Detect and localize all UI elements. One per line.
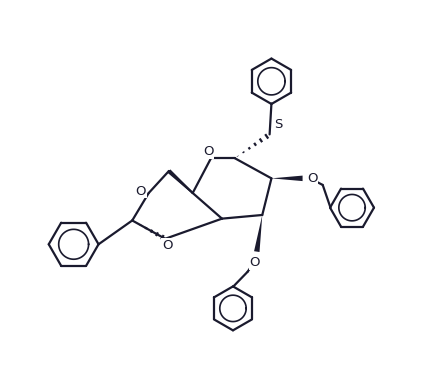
Text: O: O	[162, 239, 172, 252]
Text: O: O	[250, 256, 260, 269]
Polygon shape	[271, 176, 303, 181]
Text: O: O	[135, 185, 146, 198]
Text: S: S	[274, 119, 282, 132]
Text: O: O	[203, 145, 213, 158]
Polygon shape	[254, 215, 262, 252]
Text: O: O	[307, 172, 318, 185]
Polygon shape	[168, 169, 193, 194]
